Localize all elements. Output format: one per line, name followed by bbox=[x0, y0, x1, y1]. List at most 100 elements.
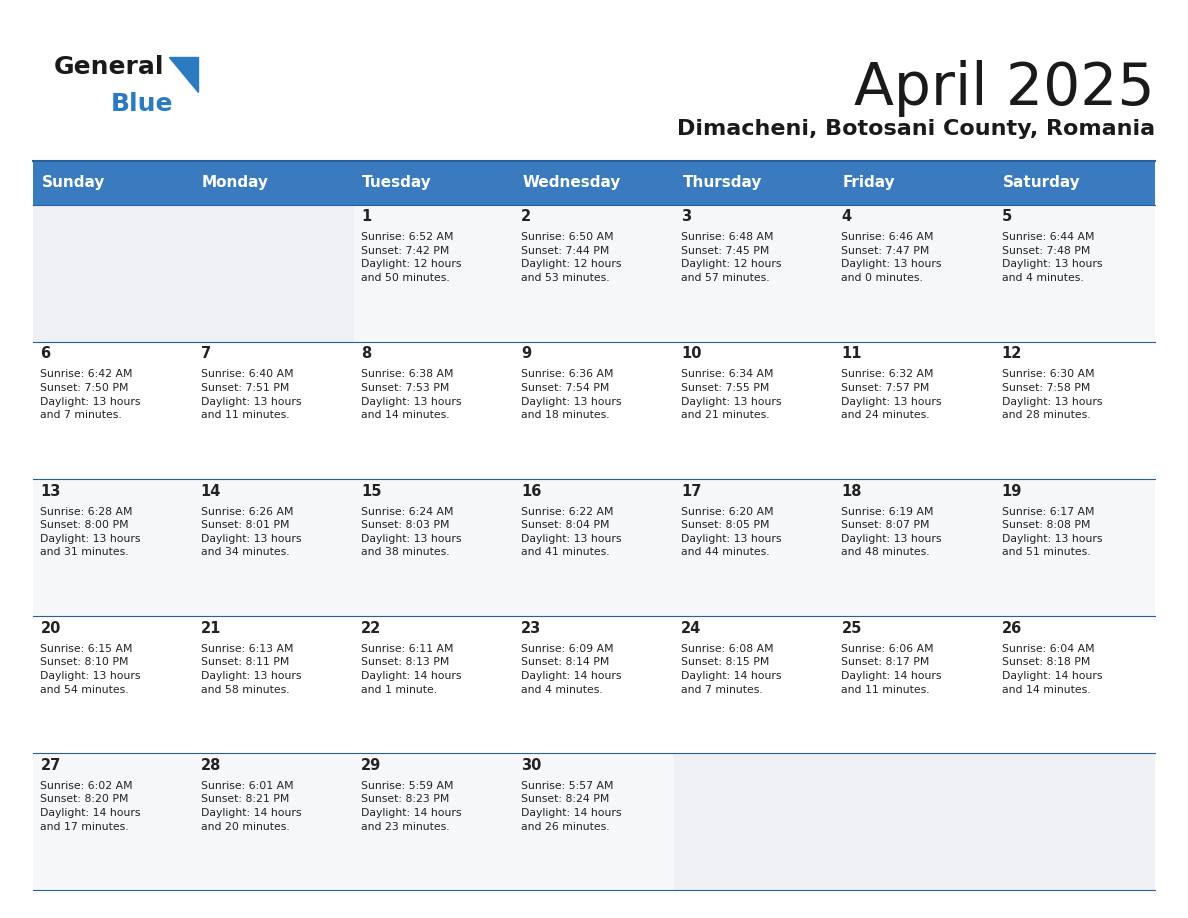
Bar bbox=[33, 161, 194, 205]
Text: Sunrise: 6:04 AM
Sunset: 8:18 PM
Daylight: 14 hours
and 14 minutes.: Sunrise: 6:04 AM Sunset: 8:18 PM Dayligh… bbox=[1001, 644, 1102, 695]
Bar bbox=[994, 754, 1155, 890]
Text: Sunrise: 6:06 AM
Sunset: 8:17 PM
Daylight: 14 hours
and 11 minutes.: Sunrise: 6:06 AM Sunset: 8:17 PM Dayligh… bbox=[841, 644, 942, 695]
Bar bbox=[194, 341, 354, 479]
Bar bbox=[514, 616, 674, 754]
Text: 9: 9 bbox=[522, 346, 531, 362]
Text: Sunrise: 6:34 AM
Sunset: 7:55 PM
Daylight: 13 hours
and 21 minutes.: Sunrise: 6:34 AM Sunset: 7:55 PM Dayligh… bbox=[681, 369, 782, 420]
Bar bbox=[354, 479, 514, 616]
Bar bbox=[834, 161, 994, 205]
Text: Sunrise: 6:26 AM
Sunset: 8:01 PM
Daylight: 13 hours
and 34 minutes.: Sunrise: 6:26 AM Sunset: 8:01 PM Dayligh… bbox=[201, 507, 301, 557]
Bar bbox=[834, 479, 994, 616]
Text: Sunrise: 6:50 AM
Sunset: 7:44 PM
Daylight: 12 hours
and 53 minutes.: Sunrise: 6:50 AM Sunset: 7:44 PM Dayligh… bbox=[522, 232, 621, 283]
Bar bbox=[514, 479, 674, 616]
Text: 17: 17 bbox=[681, 484, 702, 498]
Text: 8: 8 bbox=[361, 346, 371, 362]
Bar bbox=[514, 341, 674, 479]
Bar bbox=[354, 616, 514, 754]
Text: 28: 28 bbox=[201, 758, 221, 773]
Bar bbox=[194, 616, 354, 754]
Text: 26: 26 bbox=[1001, 621, 1022, 636]
Bar bbox=[33, 754, 194, 890]
Text: 22: 22 bbox=[361, 621, 381, 636]
Text: 19: 19 bbox=[1001, 484, 1022, 498]
Text: Sunrise: 6:36 AM
Sunset: 7:54 PM
Daylight: 13 hours
and 18 minutes.: Sunrise: 6:36 AM Sunset: 7:54 PM Dayligh… bbox=[522, 369, 621, 420]
Text: Sunrise: 6:40 AM
Sunset: 7:51 PM
Daylight: 13 hours
and 11 minutes.: Sunrise: 6:40 AM Sunset: 7:51 PM Dayligh… bbox=[201, 369, 301, 420]
Text: Friday: Friday bbox=[842, 175, 896, 190]
Text: Sunrise: 6:52 AM
Sunset: 7:42 PM
Daylight: 12 hours
and 50 minutes.: Sunrise: 6:52 AM Sunset: 7:42 PM Dayligh… bbox=[361, 232, 461, 283]
Text: Sunrise: 6:24 AM
Sunset: 8:03 PM
Daylight: 13 hours
and 38 minutes.: Sunrise: 6:24 AM Sunset: 8:03 PM Dayligh… bbox=[361, 507, 461, 557]
Bar bbox=[994, 161, 1155, 205]
Text: 5: 5 bbox=[1001, 209, 1012, 224]
Text: General: General bbox=[53, 55, 164, 79]
Text: 25: 25 bbox=[841, 621, 861, 636]
Text: 15: 15 bbox=[361, 484, 381, 498]
Text: Sunrise: 6:17 AM
Sunset: 8:08 PM
Daylight: 13 hours
and 51 minutes.: Sunrise: 6:17 AM Sunset: 8:08 PM Dayligh… bbox=[1001, 507, 1102, 557]
Bar bbox=[33, 205, 194, 341]
Bar bbox=[994, 205, 1155, 341]
Text: Sunrise: 6:20 AM
Sunset: 8:05 PM
Daylight: 13 hours
and 44 minutes.: Sunrise: 6:20 AM Sunset: 8:05 PM Dayligh… bbox=[681, 507, 782, 557]
Text: Sunrise: 6:22 AM
Sunset: 8:04 PM
Daylight: 13 hours
and 41 minutes.: Sunrise: 6:22 AM Sunset: 8:04 PM Dayligh… bbox=[522, 507, 621, 557]
Text: Dimacheni, Botosani County, Romania: Dimacheni, Botosani County, Romania bbox=[677, 119, 1155, 140]
Bar bbox=[194, 205, 354, 341]
Bar bbox=[994, 341, 1155, 479]
Text: 18: 18 bbox=[841, 484, 862, 498]
Text: Sunrise: 5:59 AM
Sunset: 8:23 PM
Daylight: 14 hours
and 23 minutes.: Sunrise: 5:59 AM Sunset: 8:23 PM Dayligh… bbox=[361, 781, 461, 832]
Text: Monday: Monday bbox=[202, 175, 268, 190]
Text: Thursday: Thursday bbox=[682, 175, 762, 190]
Text: Sunrise: 6:11 AM
Sunset: 8:13 PM
Daylight: 14 hours
and 1 minute.: Sunrise: 6:11 AM Sunset: 8:13 PM Dayligh… bbox=[361, 644, 461, 695]
Text: 6: 6 bbox=[40, 346, 51, 362]
Bar bbox=[834, 754, 994, 890]
Text: Sunrise: 6:42 AM
Sunset: 7:50 PM
Daylight: 13 hours
and 7 minutes.: Sunrise: 6:42 AM Sunset: 7:50 PM Dayligh… bbox=[40, 369, 141, 420]
Text: Sunrise: 6:48 AM
Sunset: 7:45 PM
Daylight: 12 hours
and 57 minutes.: Sunrise: 6:48 AM Sunset: 7:45 PM Dayligh… bbox=[681, 232, 782, 283]
Bar bbox=[994, 479, 1155, 616]
Bar bbox=[674, 161, 834, 205]
Polygon shape bbox=[169, 57, 198, 92]
Text: 14: 14 bbox=[201, 484, 221, 498]
Text: 13: 13 bbox=[40, 484, 61, 498]
Bar bbox=[354, 341, 514, 479]
Text: 2: 2 bbox=[522, 209, 531, 224]
Text: April 2025: April 2025 bbox=[854, 60, 1155, 117]
Text: 24: 24 bbox=[681, 621, 701, 636]
Text: Sunrise: 6:28 AM
Sunset: 8:00 PM
Daylight: 13 hours
and 31 minutes.: Sunrise: 6:28 AM Sunset: 8:00 PM Dayligh… bbox=[40, 507, 141, 557]
Text: 20: 20 bbox=[40, 621, 61, 636]
Bar bbox=[33, 479, 194, 616]
Text: 7: 7 bbox=[201, 346, 210, 362]
Text: Sunrise: 6:46 AM
Sunset: 7:47 PM
Daylight: 13 hours
and 0 minutes.: Sunrise: 6:46 AM Sunset: 7:47 PM Dayligh… bbox=[841, 232, 942, 283]
Bar bbox=[514, 161, 674, 205]
Bar bbox=[354, 205, 514, 341]
Text: 11: 11 bbox=[841, 346, 862, 362]
Bar bbox=[354, 754, 514, 890]
Text: Sunrise: 6:13 AM
Sunset: 8:11 PM
Daylight: 13 hours
and 58 minutes.: Sunrise: 6:13 AM Sunset: 8:11 PM Dayligh… bbox=[201, 644, 301, 695]
Text: Sunrise: 6:15 AM
Sunset: 8:10 PM
Daylight: 13 hours
and 54 minutes.: Sunrise: 6:15 AM Sunset: 8:10 PM Dayligh… bbox=[40, 644, 141, 695]
Bar bbox=[994, 616, 1155, 754]
Bar bbox=[674, 754, 834, 890]
Bar bbox=[514, 205, 674, 341]
Text: 3: 3 bbox=[681, 209, 691, 224]
Text: Sunrise: 6:02 AM
Sunset: 8:20 PM
Daylight: 14 hours
and 17 minutes.: Sunrise: 6:02 AM Sunset: 8:20 PM Dayligh… bbox=[40, 781, 141, 832]
Bar bbox=[834, 205, 994, 341]
Text: Sunrise: 6:19 AM
Sunset: 8:07 PM
Daylight: 13 hours
and 48 minutes.: Sunrise: 6:19 AM Sunset: 8:07 PM Dayligh… bbox=[841, 507, 942, 557]
Text: Wednesday: Wednesday bbox=[523, 175, 620, 190]
Text: Sunrise: 6:44 AM
Sunset: 7:48 PM
Daylight: 13 hours
and 4 minutes.: Sunrise: 6:44 AM Sunset: 7:48 PM Dayligh… bbox=[1001, 232, 1102, 283]
Text: 23: 23 bbox=[522, 621, 542, 636]
Bar bbox=[674, 616, 834, 754]
Text: Sunrise: 6:32 AM
Sunset: 7:57 PM
Daylight: 13 hours
and 24 minutes.: Sunrise: 6:32 AM Sunset: 7:57 PM Dayligh… bbox=[841, 369, 942, 420]
Text: Sunrise: 6:38 AM
Sunset: 7:53 PM
Daylight: 13 hours
and 14 minutes.: Sunrise: 6:38 AM Sunset: 7:53 PM Dayligh… bbox=[361, 369, 461, 420]
Text: 10: 10 bbox=[681, 346, 702, 362]
Text: Sunrise: 6:08 AM
Sunset: 8:15 PM
Daylight: 14 hours
and 7 minutes.: Sunrise: 6:08 AM Sunset: 8:15 PM Dayligh… bbox=[681, 644, 782, 695]
Bar bbox=[33, 341, 194, 479]
Text: 1: 1 bbox=[361, 209, 371, 224]
Text: Sunrise: 5:57 AM
Sunset: 8:24 PM
Daylight: 14 hours
and 26 minutes.: Sunrise: 5:57 AM Sunset: 8:24 PM Dayligh… bbox=[522, 781, 621, 832]
Bar bbox=[674, 341, 834, 479]
Bar bbox=[674, 205, 834, 341]
Text: 4: 4 bbox=[841, 209, 852, 224]
Bar bbox=[834, 616, 994, 754]
Text: 16: 16 bbox=[522, 484, 542, 498]
Text: 21: 21 bbox=[201, 621, 221, 636]
Text: Sunday: Sunday bbox=[42, 175, 105, 190]
Text: 27: 27 bbox=[40, 758, 61, 773]
Text: Saturday: Saturday bbox=[1003, 175, 1081, 190]
Text: 12: 12 bbox=[1001, 346, 1022, 362]
Text: Blue: Blue bbox=[110, 92, 173, 116]
